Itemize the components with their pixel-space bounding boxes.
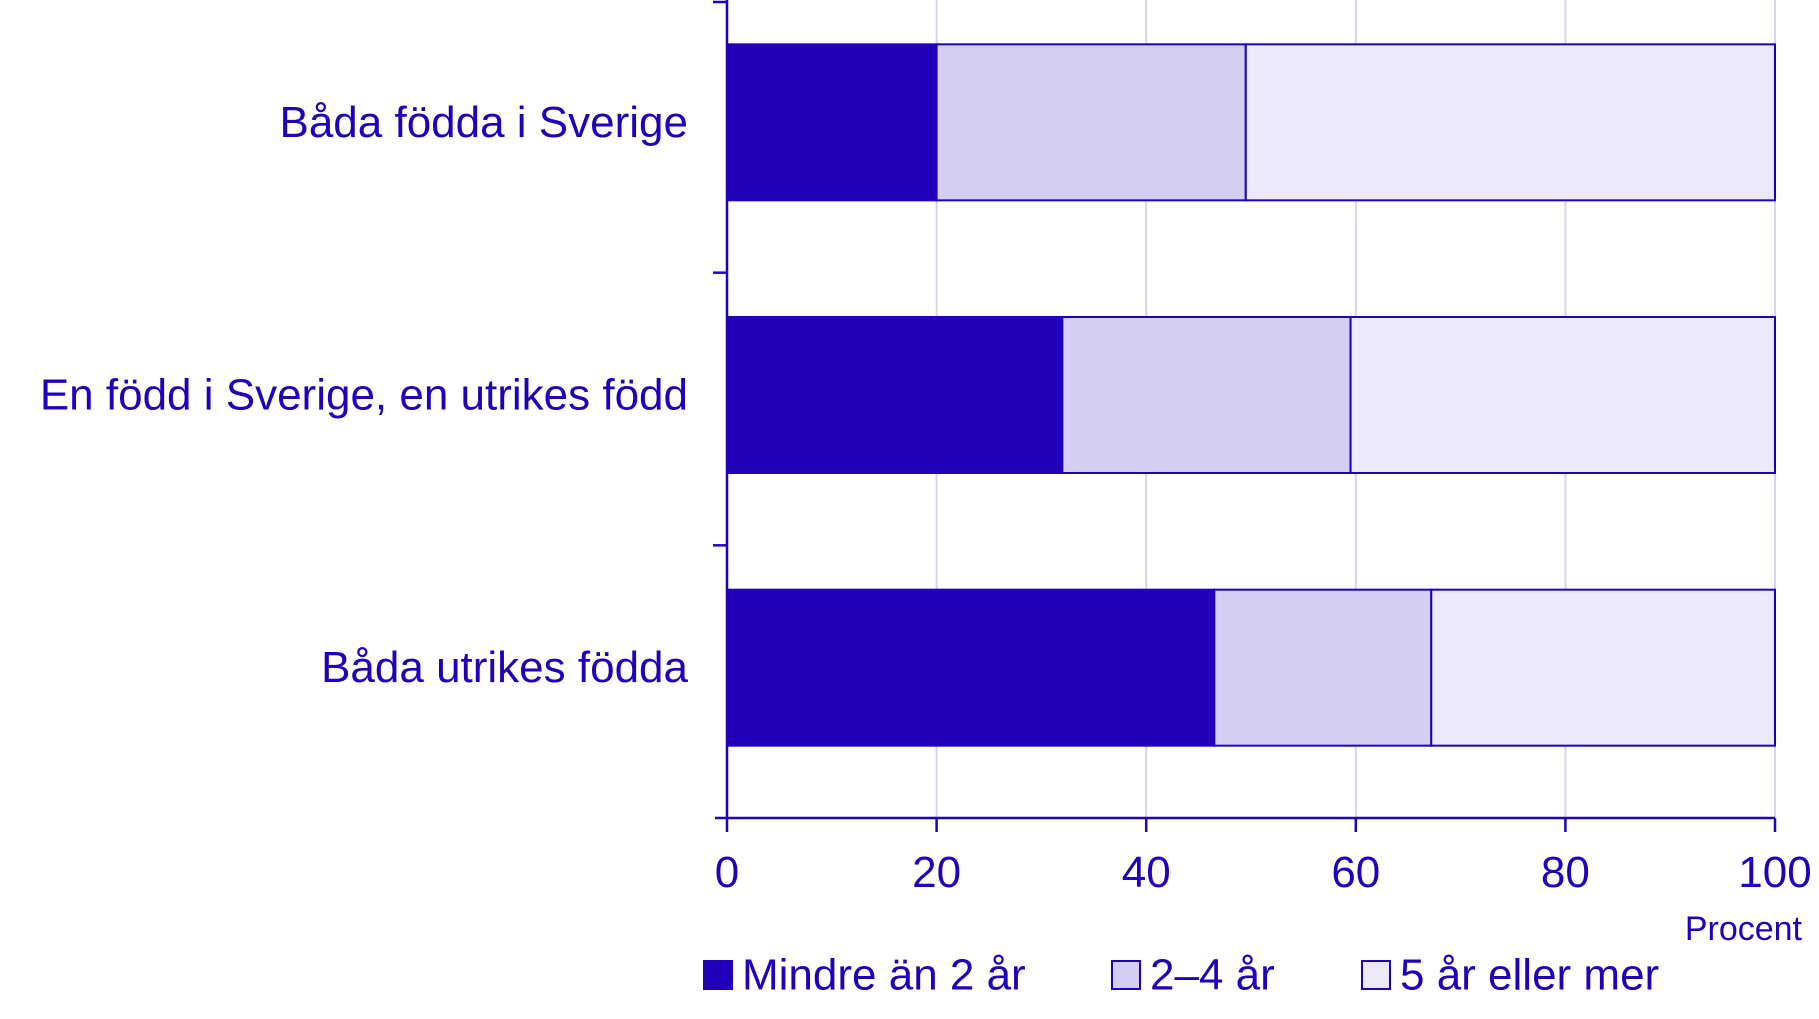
legend: Mindre än 2 år 2–4 år 5 år eller mer xyxy=(703,951,1659,1000)
bar-segment xyxy=(1430,588,1776,747)
axes xyxy=(713,0,1777,832)
legend-item: 5 år eller mer xyxy=(1361,951,1659,1000)
legend-item: Mindre än 2 år xyxy=(703,951,1026,1000)
bar-segment xyxy=(1244,43,1776,202)
labels: Båda födda i Sverige En född i Sverige, e… xyxy=(40,98,1812,948)
legend-swatch xyxy=(1361,960,1391,990)
legend-swatch xyxy=(703,960,733,990)
legend-label: 2–4 år xyxy=(1150,951,1275,1000)
x-tick-label: 0 xyxy=(715,848,739,897)
legend-label: Mindre än 2 år xyxy=(742,951,1026,1000)
category-label: Båda födda i Sverige xyxy=(279,98,688,147)
legend-swatch xyxy=(1111,960,1141,990)
bar-segment xyxy=(726,43,938,202)
legend-label: 5 år eller mer xyxy=(1400,951,1659,1000)
x-tick-label: 40 xyxy=(1122,848,1171,897)
category-label: Båda utrikes födda xyxy=(321,643,688,692)
category-label: En född i Sverige, en utrikes född xyxy=(40,371,688,420)
x-axis-label: Procent xyxy=(1685,910,1803,948)
bar-segment xyxy=(726,588,1216,747)
x-tick-label: 100 xyxy=(1738,848,1811,897)
bar-segment xyxy=(1349,316,1777,474)
x-tick-label: 20 xyxy=(912,848,961,897)
bar-segment xyxy=(726,316,1064,474)
legend-item: 2–4 år xyxy=(1111,951,1275,1000)
bars xyxy=(726,43,1777,747)
bar-segment xyxy=(1061,316,1352,474)
x-tick-label: 60 xyxy=(1331,848,1380,897)
x-tick-label: 80 xyxy=(1541,848,1590,897)
bar-segment xyxy=(1213,588,1433,747)
bar-segment xyxy=(935,43,1247,202)
